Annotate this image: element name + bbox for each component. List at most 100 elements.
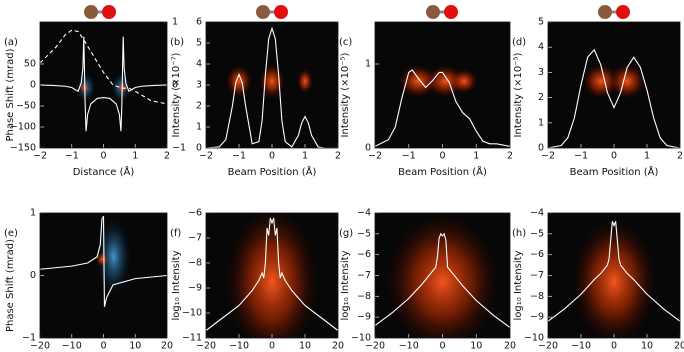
y-tick-label: 4 — [538, 42, 544, 53]
molecule-icons — [84, 5, 630, 19]
x-tick-label: −1 — [65, 151, 79, 162]
panel-label: (h) — [512, 228, 526, 239]
line-series — [206, 217, 338, 331]
y-tick-label: −4 — [357, 208, 371, 219]
x-tick-label: −2 — [541, 151, 555, 162]
y-tick-label: −10 — [182, 308, 202, 319]
y-axis-label: log₁₀ Intensity — [513, 250, 524, 320]
y-axis-label: Intensity (×10⁻⁵) — [340, 52, 351, 137]
intensity-map — [571, 219, 657, 338]
y-tick-label: 3 — [538, 67, 544, 78]
plot-frame — [39, 212, 168, 339]
plot-frame — [547, 212, 681, 339]
x-tick-label: −10 — [399, 341, 419, 352]
y-tick-label: −6 — [530, 249, 544, 260]
intensity-map — [385, 213, 500, 338]
y-tick-label: −6 — [188, 208, 202, 219]
x-axis-label: Beam Position (Å) — [228, 165, 317, 178]
y-axis-label: Phase Shift (mrad) — [5, 48, 16, 141]
line-series — [40, 29, 167, 105]
y-axis-label: Phase Shift (mrad) — [5, 239, 16, 332]
y-tick-label: −6 — [357, 249, 371, 260]
x-tick-label: 2 — [335, 151, 341, 162]
intensity-map — [225, 213, 319, 338]
y-tick-label: −11 — [182, 333, 202, 344]
x-tick-label: 0 — [611, 341, 617, 352]
x-tick-label: 10 — [470, 341, 482, 352]
line-series — [548, 48, 680, 148]
plot-frame — [205, 212, 339, 339]
y-tick-label: −7 — [188, 233, 202, 244]
x-tick-label: −1 — [574, 151, 588, 162]
panel-label: (b) — [170, 37, 184, 48]
x-tick-label: −10 — [229, 341, 249, 352]
panel-label: (f) — [170, 228, 181, 239]
x-tick-label: −10 — [62, 341, 82, 352]
y-axis-label: log₁₀ Intensity — [171, 250, 182, 320]
panel-label: (a) — [4, 37, 18, 48]
panel — [40, 22, 167, 148]
intensity-map — [450, 68, 478, 94]
x-tick-label: −20 — [365, 341, 385, 352]
y2-tick-label: 1 — [172, 17, 178, 28]
plot-frame — [205, 21, 339, 149]
y-axis-label: log₁₀ Intensity — [340, 250, 351, 320]
y-tick-label: −4 — [530, 208, 544, 219]
y-tick-label: 0 — [30, 270, 36, 281]
x-tick-label: 2 — [677, 151, 683, 162]
x-tick-label: 0 — [611, 151, 617, 162]
x-tick-label: 0 — [439, 341, 445, 352]
panel — [375, 213, 510, 338]
x-tick-label: −2 — [368, 151, 382, 162]
y-tick-label: 1 — [30, 208, 36, 219]
y-tick-label: 0 — [365, 143, 371, 154]
y-tick-label: 5 — [538, 17, 544, 28]
y-tick-label: −8 — [357, 291, 371, 302]
panel — [548, 22, 680, 148]
x-tick-label: −20 — [538, 341, 558, 352]
intensity-map — [95, 216, 132, 297]
y-tick-label: 0 — [196, 143, 202, 154]
intensity-map — [297, 68, 313, 94]
x-tick-label: 10 — [129, 341, 141, 352]
x-tick-label: 1 — [644, 151, 650, 162]
y-tick-label: 1 — [365, 59, 371, 70]
y-axis-label: Intensity (×10⁻⁷) — [171, 52, 182, 137]
x-tick-label: 20 — [674, 341, 684, 352]
y-tick-label: 0 — [30, 80, 36, 91]
intensity-map — [608, 63, 646, 99]
y-tick-label: 2 — [538, 92, 544, 103]
x-tick-label: 20 — [161, 341, 173, 352]
x-tick-label: 1 — [132, 151, 138, 162]
y-tick-label: 50 — [24, 59, 36, 70]
x-axis-label: Beam Position (Å) — [398, 165, 487, 178]
y-tick-label: −150 — [10, 143, 36, 154]
y-tick-label: −8 — [188, 258, 202, 269]
panel — [206, 213, 338, 338]
y2-tick-label: −1 — [172, 143, 186, 154]
x-tick-label: 0 — [269, 151, 275, 162]
x-tick-label: 20 — [332, 341, 344, 352]
intensity-map — [258, 63, 286, 99]
x-axis-label: Beam Position (Å) — [570, 165, 659, 178]
y-tick-label: −7 — [530, 270, 544, 281]
y-tick-label: −50 — [16, 101, 36, 112]
plot-frame — [374, 21, 511, 149]
x-tick-label: 10 — [641, 341, 653, 352]
line-series — [548, 221, 680, 322]
line-series — [40, 215, 167, 307]
plot-frame — [39, 21, 168, 149]
panel — [40, 213, 167, 338]
y-tick-label: −5 — [530, 228, 544, 239]
x-tick-label: −10 — [571, 341, 591, 352]
y-tick-label: 2 — [196, 101, 202, 112]
y-tick-label: −10 — [524, 333, 544, 344]
y-tick-label: −7 — [357, 270, 371, 281]
x-tick-label: 2 — [507, 151, 513, 162]
panel-label: (d) — [512, 37, 526, 48]
y-tick-label: −8 — [530, 291, 544, 302]
plot-background — [40, 22, 167, 148]
plot-frame — [547, 21, 681, 149]
intensity-map — [95, 251, 109, 267]
x-tick-label: 20 — [504, 341, 516, 352]
